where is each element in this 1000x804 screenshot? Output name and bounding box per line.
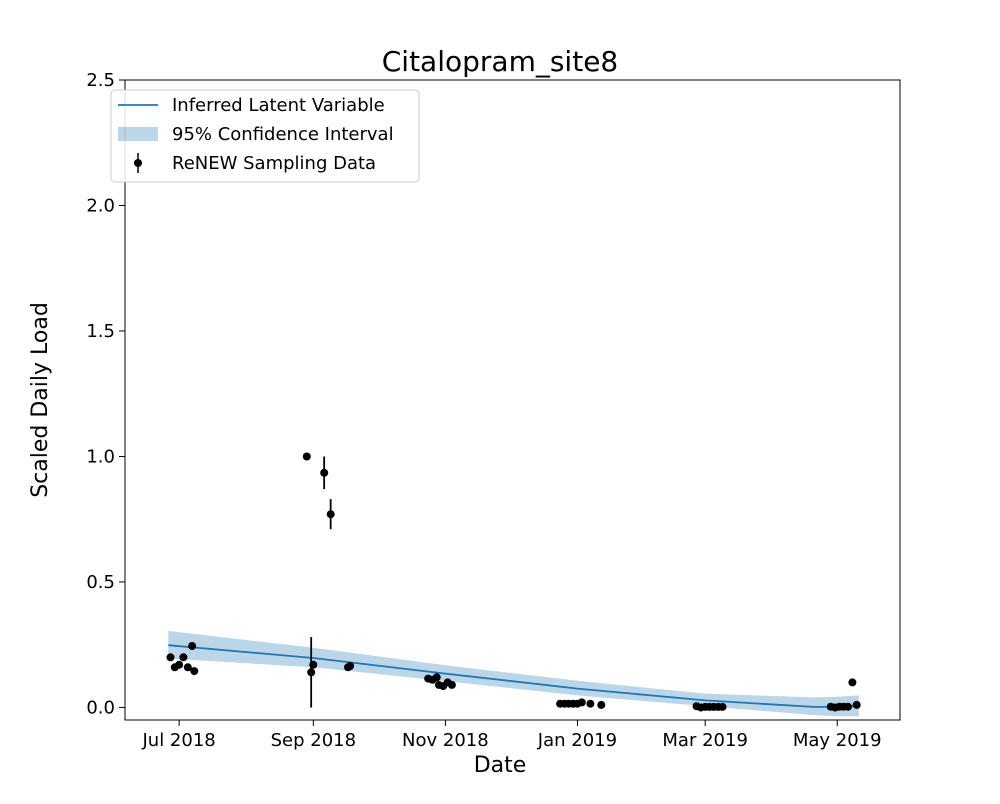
sample-point xyxy=(175,660,184,669)
sample-point xyxy=(848,678,857,687)
sample-point xyxy=(597,700,606,709)
sample-point xyxy=(852,700,861,709)
sample-point xyxy=(432,673,441,682)
sample-point xyxy=(166,653,175,662)
plot-frame xyxy=(124,79,901,721)
sample-point xyxy=(718,702,727,711)
x-tick-label: May 2019 xyxy=(793,730,882,751)
y-axis: 0.0 0.5 1.0 1.5 2.0 2.5 xyxy=(86,70,125,718)
sample-point xyxy=(179,653,188,662)
legend-label-samples: ReNEW Sampling Data xyxy=(172,153,376,174)
chart-title: Citalopram_site8 xyxy=(382,45,618,78)
y-tick-label: 1.5 xyxy=(86,321,115,342)
sample-point xyxy=(586,699,595,708)
legend-label-latent: Inferred Latent Variable xyxy=(172,95,385,116)
sample-point xyxy=(188,642,197,650)
x-tick-label: Nov 2018 xyxy=(402,730,489,751)
sample-point xyxy=(844,702,852,711)
sample-point xyxy=(320,468,329,477)
sample-point xyxy=(302,452,311,461)
legend-label-ci: 95% Confidence Interval xyxy=(172,124,394,145)
sample-point xyxy=(309,660,318,669)
y-axis-label: Scaled Daily Load xyxy=(28,302,53,498)
legend-box xyxy=(110,89,420,183)
sample-point xyxy=(447,680,456,689)
x-tick-label: Jul 2018 xyxy=(141,730,215,751)
confidence-band xyxy=(168,630,859,717)
x-tick-label: Mar 2019 xyxy=(662,730,748,751)
sample-point xyxy=(346,662,355,670)
y-tick-label: 2.5 xyxy=(86,70,115,91)
x-axis-label: Date xyxy=(474,753,527,778)
sample-point xyxy=(577,698,586,707)
sample-point xyxy=(326,510,335,519)
legend: Inferred Latent Variable 95% Confidence … xyxy=(110,89,420,183)
y-tick-label: 2.0 xyxy=(86,195,115,216)
y-tick-label: 0.5 xyxy=(86,572,115,593)
legend-point-swatch xyxy=(134,159,142,167)
x-tick-label: Jan 2019 xyxy=(537,730,617,751)
y-tick-label: 1.0 xyxy=(86,446,115,467)
sample-point xyxy=(190,667,199,676)
x-axis: Jul 2018 Sep 2018 Nov 2018 Jan 2019 Mar 2019… xyxy=(141,720,882,751)
sample-point xyxy=(183,663,192,672)
legend-band-swatch xyxy=(118,127,158,141)
sample-point xyxy=(307,668,316,677)
x-tick-label: Sep 2018 xyxy=(271,730,356,751)
y-tick-label: 0.0 xyxy=(86,697,115,718)
plot-layer xyxy=(166,452,861,717)
